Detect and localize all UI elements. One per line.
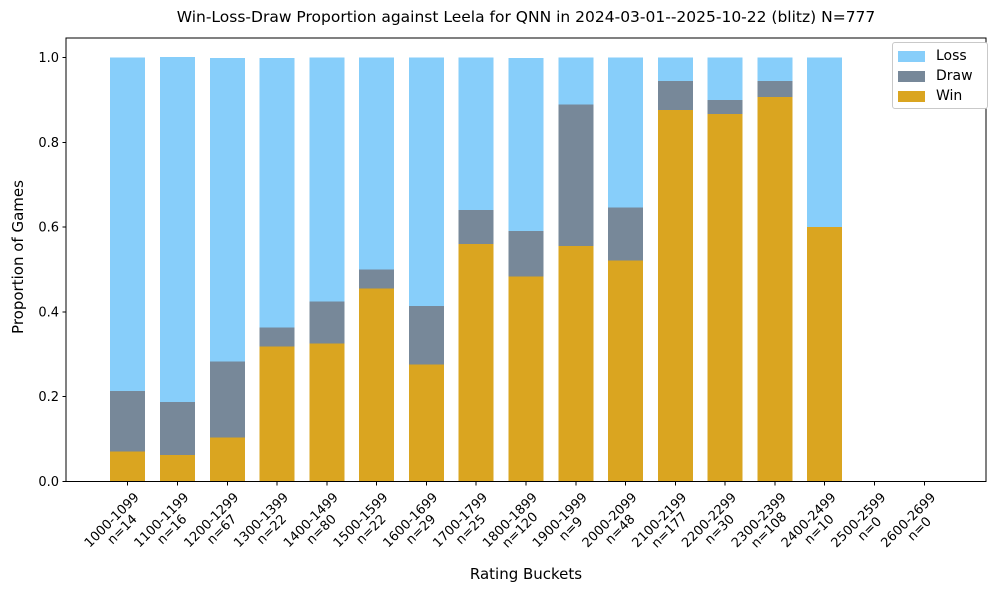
legend-swatch-win-icon (898, 90, 925, 102)
y-tick-label: 0.2 (38, 390, 59, 405)
bar-segment-loss-1700-1799 (458, 57, 494, 211)
bar-segment-draw-2300-2399 (757, 81, 793, 97)
x-axis-label: Rating Buckets (469, 565, 583, 583)
bar-segment-loss-2100-2199 (657, 57, 693, 82)
legend-item-win: Win (898, 86, 987, 106)
bar-segment-win-1300-1399 (259, 346, 295, 482)
legend-swatch-loss-icon (898, 50, 925, 62)
bar-segment-draw-2100-2199 (657, 81, 693, 110)
bar-segment-win-1600-1699 (408, 364, 444, 482)
bar-segment-draw-1200-1299 (209, 361, 245, 438)
bar-segment-loss-1500-1599 (359, 57, 395, 270)
y-tick-label: 1.0 (38, 51, 59, 66)
legend-label-win: Win (936, 88, 963, 104)
y-tick-label: 0.0 (38, 475, 59, 490)
legend: Loss Draw Win (892, 42, 988, 109)
y-axis-label: Proportion of Games (9, 180, 27, 334)
bar-segment-draw-1500-1599 (359, 269, 395, 289)
bar-segment-win-2000-2099 (608, 260, 644, 482)
bar-segment-loss-2200-2299 (707, 57, 743, 100)
bar-segment-loss-2000-2099 (608, 57, 644, 208)
bar-segment-win-2400-2499 (807, 227, 843, 482)
bar-segment-draw-1800-1899 (508, 230, 544, 277)
bar-segment-loss-1300-1399 (259, 57, 295, 328)
legend-swatch-draw-icon (898, 70, 925, 82)
bar-segment-win-1700-1799 (458, 244, 494, 482)
legend-label-draw: Draw (936, 68, 973, 84)
bar-segment-draw-1000-1099 (110, 390, 146, 452)
bar-segment-win-2100-2199 (657, 110, 693, 482)
bar-segment-loss-1600-1699 (408, 57, 444, 306)
bar-segment-loss-1400-1499 (309, 57, 345, 302)
bar-segment-win-1000-1099 (110, 451, 146, 482)
bar-segment-win-1800-1899 (508, 276, 544, 482)
bar-segment-win-1400-1499 (309, 343, 345, 482)
bar-segment-draw-2000-2099 (608, 207, 644, 261)
bar-segment-loss-2300-2399 (757, 57, 793, 82)
legend-item-loss: Loss (898, 46, 987, 66)
y-tick-label: 0.6 (38, 221, 59, 236)
bar-segment-win-1500-1599 (359, 288, 395, 482)
y-tick-label: 0.4 (38, 305, 59, 320)
bar-segment-loss-1200-1299 (209, 57, 245, 362)
bar-segment-draw-1100-1199 (160, 401, 195, 455)
bar-segment-draw-2200-2299 (707, 99, 743, 114)
bar-segment-loss-1100-1199 (160, 57, 195, 402)
bar-segment-win-2200-2299 (707, 113, 743, 482)
legend-item-draw: Draw (898, 66, 987, 86)
bar-segment-draw-1300-1399 (259, 327, 295, 347)
bar-segment-win-1100-1199 (160, 454, 195, 482)
bar-segment-draw-1600-1699 (408, 306, 444, 365)
y-tick-label: 0.8 (38, 136, 59, 151)
bar-segment-draw-1400-1499 (309, 301, 345, 344)
bar-segment-win-2300-2399 (757, 96, 793, 482)
bar-segment-draw-1900-1999 (558, 104, 594, 246)
bar-segment-win-1900-1999 (558, 245, 594, 482)
legend-label-loss: Loss (936, 48, 967, 64)
bar-segment-loss-2400-2499 (807, 57, 843, 228)
bar-segment-loss-1900-1999 (558, 57, 594, 105)
bar-segment-win-1200-1299 (209, 437, 245, 482)
bar-segment-draw-1700-1799 (458, 210, 494, 244)
bar-segment-loss-1800-1899 (508, 57, 544, 231)
chart-title: Win-Loss-Draw Proportion against Leela f… (176, 8, 876, 26)
bar-segment-loss-1000-1099 (110, 57, 146, 391)
